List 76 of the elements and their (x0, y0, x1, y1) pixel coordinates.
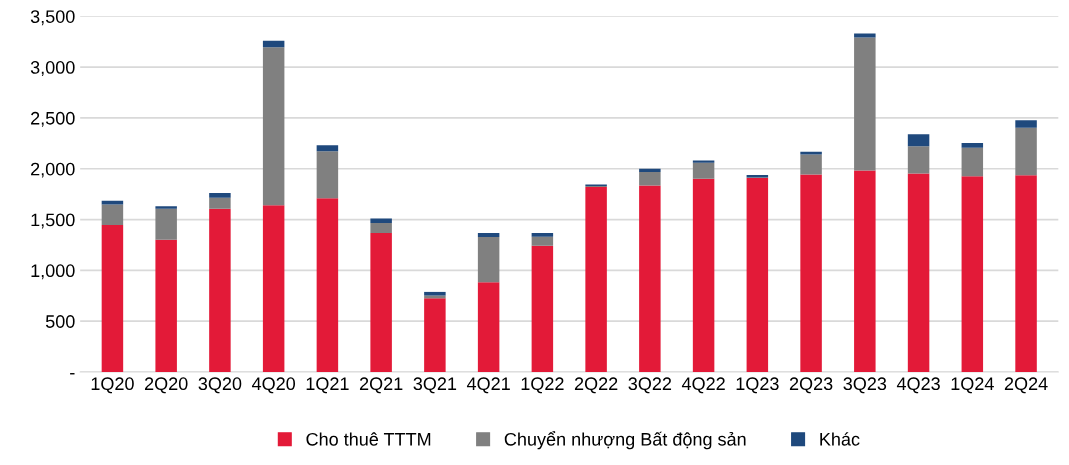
legend-label: Cho thuê TTTM (306, 432, 431, 446)
bar (155, 208, 177, 240)
bar (907, 146, 930, 174)
bar (585, 187, 607, 372)
y-tick-label: 3,500 (30, 10, 75, 26)
y-tick-label: 3,000 (30, 61, 75, 76)
x-tick-label: 3Q21 (413, 377, 457, 394)
bar (961, 143, 984, 148)
bar (101, 204, 124, 225)
x-tick-label: 2Q23 (789, 377, 833, 394)
bar (370, 218, 392, 223)
x-tick-label: 1Q21 (306, 377, 349, 394)
bar (209, 208, 231, 372)
bar (316, 198, 339, 372)
bar (477, 237, 500, 283)
x-tick-label: 1Q23 (736, 377, 779, 394)
y-tick-label: 2,000 (31, 162, 75, 178)
bar (531, 245, 554, 372)
bar (1015, 127, 1037, 176)
x-tick-label: 2Q20 (144, 377, 188, 394)
x-tick-label: 1Q20 (91, 377, 134, 394)
bar (692, 178, 715, 372)
x-tick-label: 2Q21 (359, 377, 403, 394)
bar (155, 239, 177, 372)
bar (639, 168, 661, 172)
bar (424, 298, 446, 372)
bar (316, 145, 339, 152)
bar (101, 224, 124, 372)
legend-label: Khác (820, 432, 860, 446)
bar (531, 236, 554, 246)
bar (262, 205, 285, 372)
bar (854, 170, 876, 372)
bar (209, 197, 231, 209)
bar (961, 176, 984, 372)
x-tick-label: 4Q22 (681, 377, 725, 394)
bar (1015, 175, 1037, 372)
bar (316, 151, 339, 199)
x-tick-label: 3Q22 (628, 377, 672, 394)
x-tick-label: 2Q24 (1004, 377, 1048, 394)
bar (639, 185, 661, 372)
bar (262, 47, 285, 206)
bar (800, 174, 822, 372)
bar (800, 154, 822, 175)
y-tick-label: 2,500 (31, 111, 75, 127)
legend-label: Chuyển nhượng Bất động sản (504, 430, 746, 450)
x-tick-label: 3Q23 (843, 377, 887, 394)
bar (746, 177, 769, 372)
bar (477, 282, 500, 372)
bar (639, 171, 661, 186)
bar (854, 37, 876, 171)
bar (155, 206, 177, 209)
y-tick-label: 1,000 (31, 264, 75, 280)
bar (854, 33, 876, 38)
y-tick-label: 500 (45, 315, 75, 328)
y-tick-label: - (70, 373, 75, 375)
x-tick-label: 3Q20 (198, 377, 242, 394)
bar (961, 147, 984, 177)
bar (531, 232, 554, 237)
bar (262, 40, 285, 48)
x-tick-label: 2Q22 (574, 377, 618, 394)
bar (692, 160, 715, 163)
x-tick-label: 4Q21 (466, 377, 510, 394)
bar (1015, 120, 1037, 128)
x-tick-label: 1Q22 (521, 377, 564, 394)
bar (477, 232, 500, 238)
bar (370, 232, 392, 372)
x-tick-label: 4Q23 (896, 377, 940, 394)
bar (370, 222, 392, 233)
y-tick-label: 1,500 (31, 213, 75, 229)
bar (209, 192, 231, 198)
x-tick-label: 1Q24 (951, 377, 994, 394)
bar (907, 134, 930, 147)
bar (424, 291, 446, 296)
bar (692, 162, 715, 179)
x-tick-label: 4Q20 (251, 377, 296, 394)
bar (907, 173, 930, 372)
